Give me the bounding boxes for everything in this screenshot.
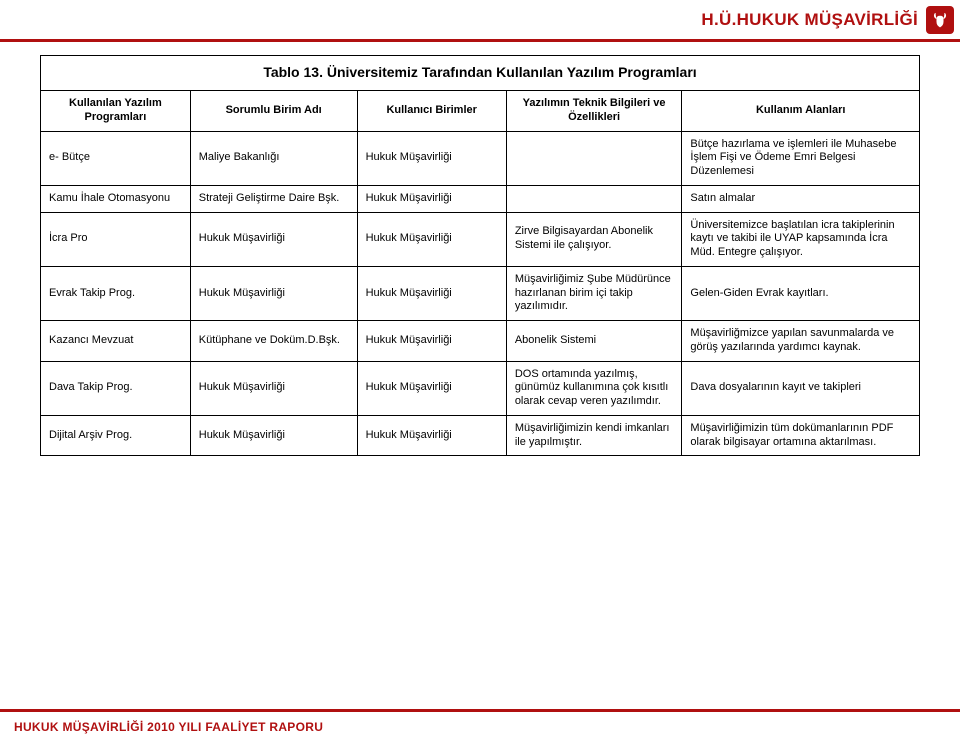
table-cell: Hukuk Müşavirliği <box>357 212 506 266</box>
col-header: Kullanılan Yazılım Programları <box>41 91 190 132</box>
deer-icon <box>931 11 949 29</box>
header-logo-icon <box>926 6 954 34</box>
table-row: Evrak Takip Prog.Hukuk MüşavirliğiHukuk … <box>41 266 919 320</box>
table-cell: Gelen-Giden Evrak kayıtları. <box>682 266 919 320</box>
table-caption: Tablo 13. Üniversitemiz Tarafından Kulla… <box>41 62 919 90</box>
table-container: Tablo 13. Üniversitemiz Tarafından Kulla… <box>40 55 920 456</box>
table-cell: Müşavirliğimizin kendi imkanları ile yap… <box>506 415 682 455</box>
table-row: İcra ProHukuk MüşavirliğiHukuk Müşavirli… <box>41 212 919 266</box>
table-cell: Dava dosyalarının kayıt ve takipleri <box>682 361 919 415</box>
table-cell: e- Bütçe <box>41 131 190 185</box>
page-header: H.Ü.HUKUK MÜŞAVİRLİĞİ <box>0 0 960 42</box>
table-cell: Satın almalar <box>682 185 919 212</box>
table-cell: Hukuk Müşavirliği <box>357 361 506 415</box>
table-cell: Maliye Bakanlığı <box>190 131 357 185</box>
table-cell: Abonelik Sistemi <box>506 321 682 362</box>
table-cell <box>506 131 682 185</box>
table-body: e- BütçeMaliye BakanlığıHukuk Müşavirliğ… <box>41 131 919 455</box>
table-cell: Strateji Geliştirme Daire Bşk. <box>190 185 357 212</box>
page-footer: HUKUK MÜŞAVİRLİĞİ 2010 YILI FAALİYET RAP… <box>0 709 960 741</box>
col-header: Sorumlu Birim Adı <box>190 91 357 132</box>
header-title: H.Ü.HUKUK MÜŞAVİRLİĞİ <box>701 10 918 30</box>
table-row: Dijital Arşiv Prog.Hukuk MüşavirliğiHuku… <box>41 415 919 455</box>
table-cell: Hukuk Müşavirliği <box>190 415 357 455</box>
table-cell: Müşavirliğimizin tüm dokümanlarının PDF … <box>682 415 919 455</box>
table-cell: Hukuk Müşavirliği <box>357 321 506 362</box>
table-cell: Hukuk Müşavirliği <box>357 131 506 185</box>
table-row: e- BütçeMaliye BakanlığıHukuk Müşavirliğ… <box>41 131 919 185</box>
software-table: Kullanılan Yazılım Programları Sorumlu B… <box>41 90 919 455</box>
table-cell: Hukuk Müşavirliği <box>190 266 357 320</box>
table-cell: Zirve Bilgisayardan Abonelik Sistemi ile… <box>506 212 682 266</box>
table-row: Kazancı MevzuatKütüphane ve Doküm.D.Bşk.… <box>41 321 919 362</box>
table-cell: Hukuk Müşavirliği <box>190 361 357 415</box>
table-cell: Bütçe hazırlama ve işlemleri ile Muhaseb… <box>682 131 919 185</box>
footer-text: HUKUK MÜŞAVİRLİĞİ 2010 YILI FAALİYET RAP… <box>14 720 323 734</box>
content-area: Tablo 13. Üniversitemiz Tarafından Kulla… <box>40 55 920 691</box>
table-cell: Müşavirliğimiz Şube Müdürünce hazırlanan… <box>506 266 682 320</box>
col-header: Kullanım Alanları <box>682 91 919 132</box>
col-header: Kullanıcı Birimler <box>357 91 506 132</box>
table-cell: DOS ortamında yazılmış, günümüz kullanım… <box>506 361 682 415</box>
table-cell: Dava Takip Prog. <box>41 361 190 415</box>
table-cell: Müşavirliğmizce yapılan savunmalarda ve … <box>682 321 919 362</box>
table-cell: Evrak Takip Prog. <box>41 266 190 320</box>
table-cell: Kazancı Mevzuat <box>41 321 190 362</box>
table-cell: İcra Pro <box>41 212 190 266</box>
table-cell: Kütüphane ve Doküm.D.Bşk. <box>190 321 357 362</box>
table-cell: Hukuk Müşavirliği <box>357 266 506 320</box>
table-cell: Kamu İhale Otomasyonu <box>41 185 190 212</box>
col-header: Yazılımın Teknik Bilgileri ve Özellikler… <box>506 91 682 132</box>
table-cell: Hukuk Müşavirliği <box>190 212 357 266</box>
table-row: Dava Takip Prog.Hukuk MüşavirliğiHukuk M… <box>41 361 919 415</box>
table-header-row: Kullanılan Yazılım Programları Sorumlu B… <box>41 91 919 132</box>
table-cell <box>506 185 682 212</box>
table-cell: Üniversitemizce başlatılan icra takipler… <box>682 212 919 266</box>
table-cell: Dijital Arşiv Prog. <box>41 415 190 455</box>
table-row: Kamu İhale OtomasyonuStrateji Geliştirme… <box>41 185 919 212</box>
table-cell: Hukuk Müşavirliği <box>357 185 506 212</box>
table-cell: Hukuk Müşavirliği <box>357 415 506 455</box>
